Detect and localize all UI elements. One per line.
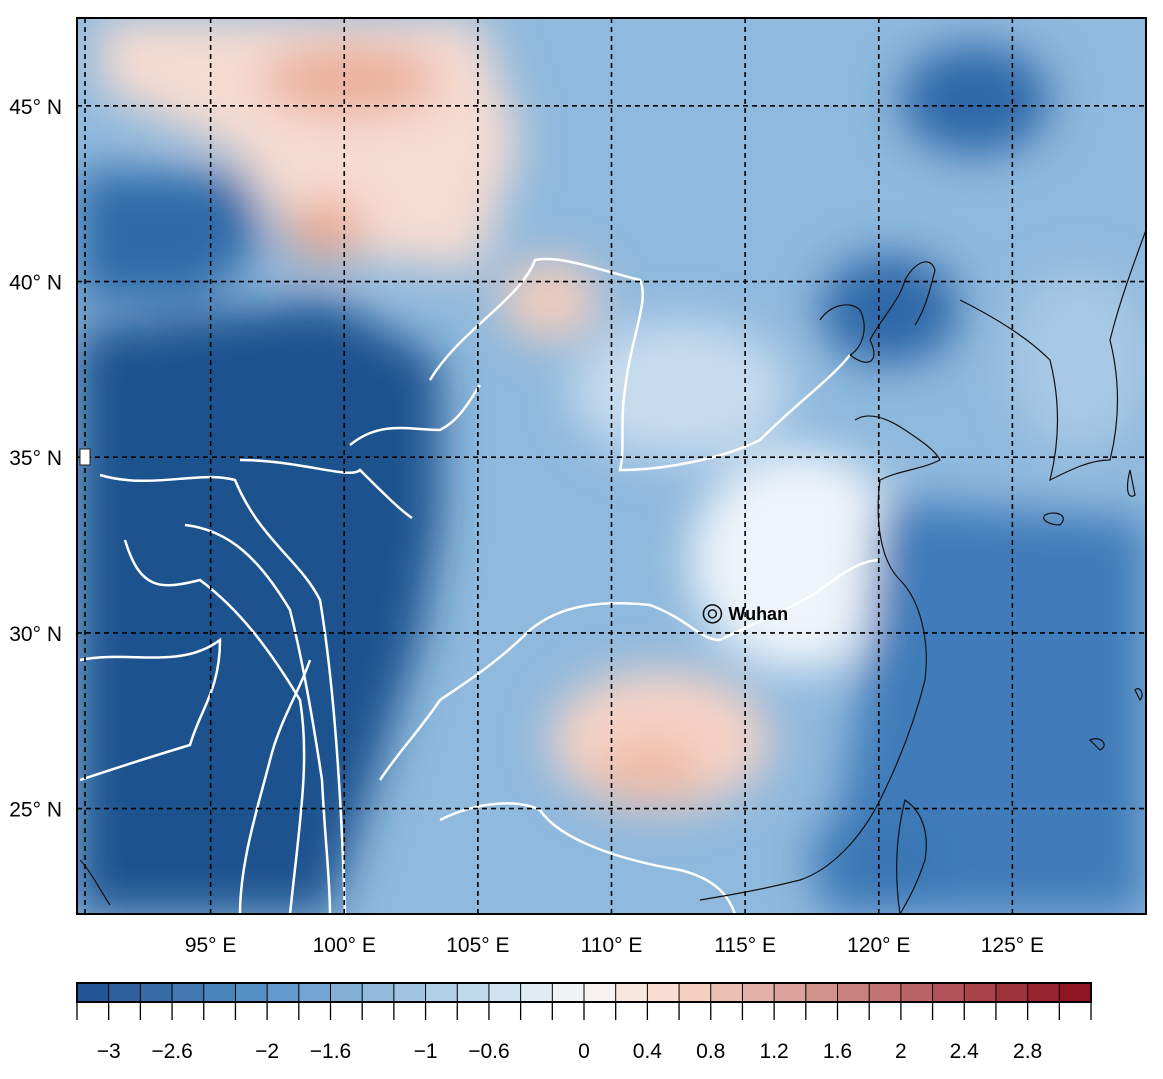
map-panel: Wuhan: [77, 18, 1150, 914]
colorbar-label: −2.6: [151, 1040, 192, 1063]
colorbar-cell: [204, 983, 236, 1002]
field-region-warm-core-1: [260, 45, 440, 115]
edge-marker: [80, 449, 90, 465]
colorbar-label: 2: [895, 1040, 907, 1063]
colorbar-cell: [521, 983, 553, 1002]
latitude-label: 30° N: [9, 623, 62, 646]
colorbar-cell: [331, 983, 363, 1002]
latitude-label: 25° N: [9, 799, 62, 822]
colorbar-cell: [806, 983, 838, 1002]
longitude-label: 95° E: [185, 934, 237, 957]
longitude-label: 105° E: [446, 934, 509, 957]
longitude-label: 115° E: [714, 934, 776, 957]
latitude-label: 40° N: [9, 272, 62, 295]
colorbar-cell: [457, 983, 489, 1002]
colorbar-cell: [267, 983, 299, 1002]
colorbar-cell: [1059, 983, 1091, 1002]
colorbar-cell: [964, 983, 996, 1002]
colorbar-ticks: [77, 1002, 1091, 1020]
colorbar-label: 0: [578, 1040, 590, 1063]
colorbar-cell: [489, 983, 521, 1002]
latitude-label: 35° N: [9, 447, 62, 470]
latitude-label: 45° N: [9, 96, 62, 119]
field-region-south-coast: [810, 810, 950, 910]
field-region-northeast-cold: [900, 45, 1050, 155]
colorbar-label: −2: [255, 1040, 279, 1063]
field-region-warm-core-3: [500, 260, 600, 340]
colorbar-cells: [77, 983, 1092, 1002]
colorbar-cell: [109, 983, 141, 1002]
colorbar-cell: [552, 983, 584, 1002]
colorbar-cell: [869, 983, 901, 1002]
colorbar-cell: [426, 983, 458, 1002]
colorbar-cell: [235, 983, 267, 1002]
colorbar-cell: [774, 983, 806, 1002]
colorbar-cell: [679, 983, 711, 1002]
colorbar-label: 0.4: [633, 1040, 663, 1063]
colorbar-cell: [711, 983, 743, 1002]
colorbar-cell: [1028, 983, 1060, 1002]
colorbar-cell: [647, 983, 679, 1002]
colorbar-label: −3: [97, 1040, 121, 1063]
colorbar-label: 2.8: [1013, 1040, 1042, 1063]
colorbar-cell: [933, 983, 965, 1002]
longitude-label: 100° E: [313, 934, 376, 957]
colorbar-cell: [362, 983, 394, 1002]
colorbar-cell: [616, 983, 648, 1002]
colorbar-label: −0.6: [468, 1040, 509, 1063]
colorbar-cell: [299, 983, 331, 1002]
colorbar-label: −1.6: [310, 1040, 351, 1063]
longitude-label: 110° E: [581, 934, 643, 957]
colorbar-labels: −3 −2.6 −2 −1.6 −1 −0.6 0 0.4 0.8 1.2 1.6 2 2.4 2.8: [97, 1040, 1043, 1063]
field-region-north-plain: [570, 320, 790, 460]
colorbar-label: −1: [414, 1040, 438, 1063]
colorbar-cell: [901, 983, 933, 1002]
colorbar-cell: [838, 983, 870, 1002]
colorbar-label: 1.2: [760, 1040, 789, 1063]
colorbar-label: 2.4: [950, 1040, 980, 1063]
longitude-labels: 95° E 100° E 105° E 110° E 115° E 120° E 125° …: [185, 934, 1044, 957]
colorbar: −3 −2.6 −2 −1.6 −1 −0.6 0 0.4 0.8 1.2 1.6 2 2.4 2.8: [77, 983, 1092, 1063]
colorbar-cell: [742, 983, 774, 1002]
colorbar-cell: [394, 983, 426, 1002]
city-label: Wuhan: [728, 604, 788, 624]
colorbar-cell: [140, 983, 172, 1002]
field-region-korea: [1010, 270, 1150, 450]
longitude-label: 125° E: [981, 934, 1044, 957]
colorbar-label: 0.8: [696, 1040, 725, 1063]
colorbar-cell: [584, 983, 616, 1002]
colorbar-cell: [77, 983, 109, 1002]
colorbar-label: 1.6: [823, 1040, 852, 1063]
colorbar-cell: [996, 983, 1028, 1002]
longitude-label: 120° E: [847, 934, 910, 957]
field-region-warm-core-2: [285, 200, 365, 260]
colorbar-cell: [172, 983, 204, 1002]
latitude-labels: 45° N 40° N 35° N 30° N 25° N: [9, 96, 62, 822]
